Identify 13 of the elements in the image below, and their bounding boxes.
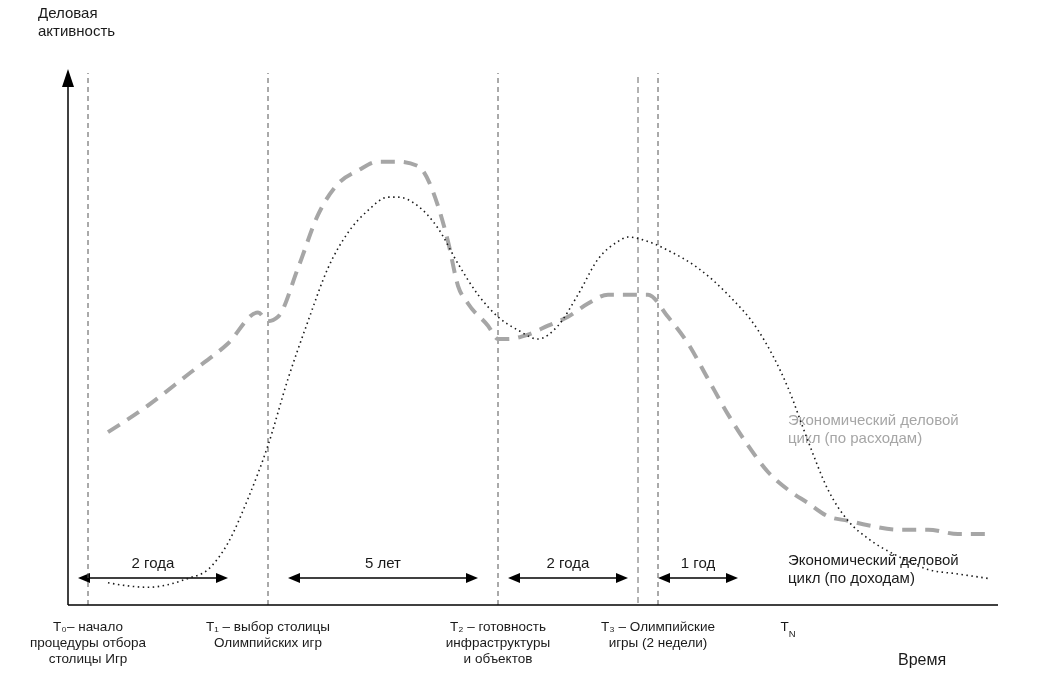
annotation: 5 лет <box>365 554 402 571</box>
x-tick-label: T₁ – выбор столицы Олимпийских игр <box>205 619 331 651</box>
text: Экономический деловой цикл (по расходам) <box>788 411 959 446</box>
annotation: 1 год <box>680 554 716 571</box>
x-axis-title: Время <box>898 651 947 668</box>
text: Деловая активность <box>38 4 116 39</box>
x-tick-label: T$_{N}$ <box>780 619 796 639</box>
x-tick-label: T₂ – готовность инфраструктуры и объектов <box>445 619 551 667</box>
x-tick-label: T₀– начало процедуры отбора столицы Игр <box>29 619 147 667</box>
series-label: Экономический деловой цикл (по доходам) <box>788 551 959 586</box>
annotation: 2 года <box>131 554 176 571</box>
x-tick-label: T₃ – Олимпийские игры (2 недели) <box>601 619 715 651</box>
annotation: 2 года <box>546 554 591 571</box>
